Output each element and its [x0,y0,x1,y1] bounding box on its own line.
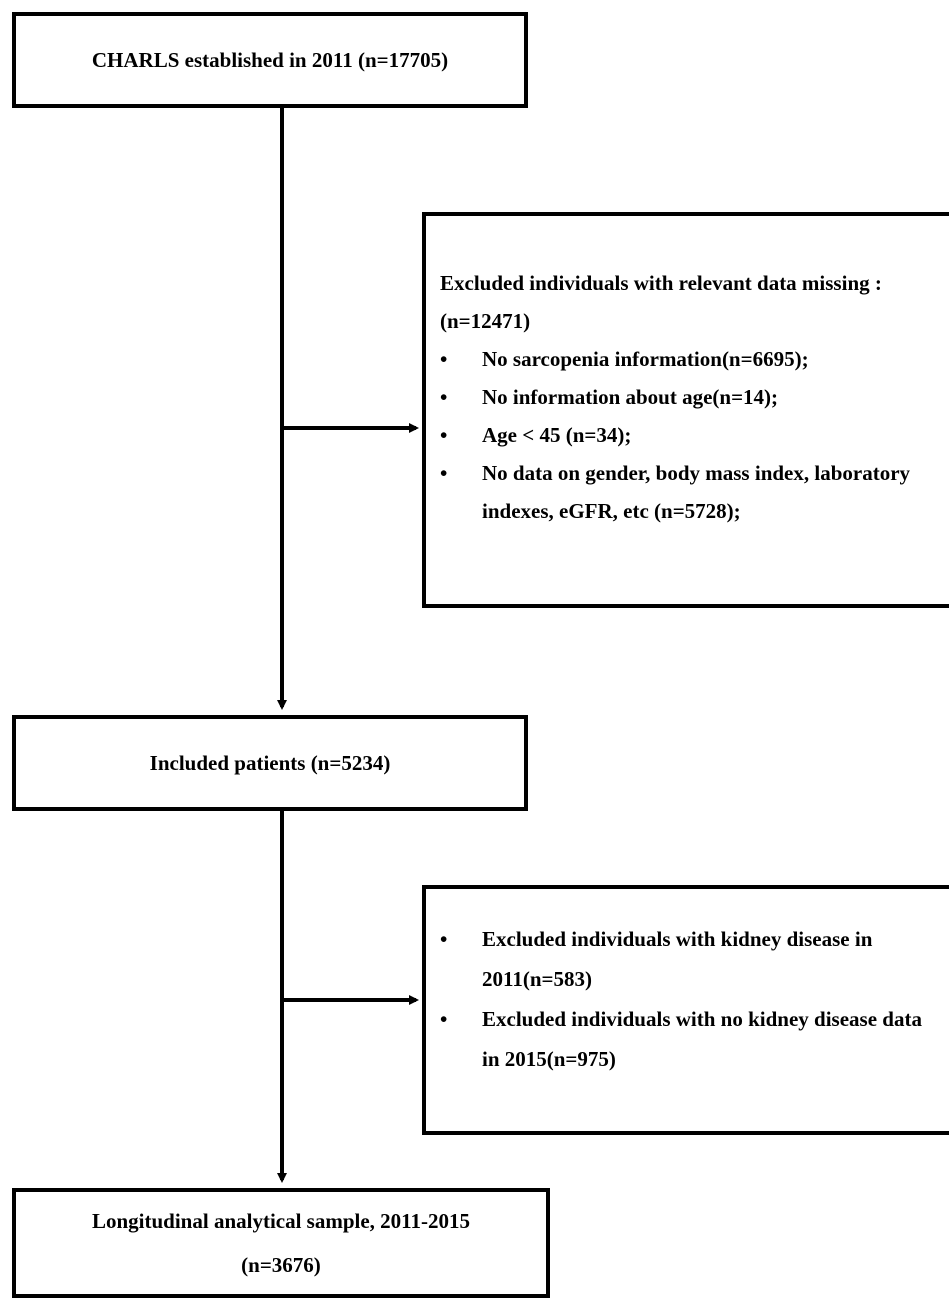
exclusion-box-2-list: • Excluded individuals with kidney diseas… [426,919,932,1079]
start-box: CHARLS established in 2011 (n=17705) [12,12,528,108]
bullet-icon: • [440,423,448,447]
list-item: • No data on gender, body mass index, lab… [426,454,922,530]
included-box-text: Included patients (n=5234) [149,750,391,775]
exclusion-item-text: Age < 45 (n=34); [482,423,632,447]
exclusion-box-1-list: • No sarcopenia information(n=6695); • No … [426,340,922,530]
exclusion-box-1-title: Excluded individuals with relevant data … [440,271,882,333]
bullet-icon: • [440,1007,448,1031]
final-box: Longitudinal analytical sample, 2011-201… [12,1188,550,1298]
final-box-line-2: (n=3676) [241,1253,321,1277]
list-item: • No sarcopenia information(n=6695); [426,340,922,378]
bullet-icon: • [440,347,448,371]
list-item: • Excluded individuals with no kidney dis… [426,999,932,1079]
bullet-icon: • [440,461,448,485]
final-box-line-1: Longitudinal analytical sample, 2011-201… [91,1209,471,1233]
exclusion-item-text: No information about age(n=14); [482,385,779,409]
bullet-icon: • [440,927,448,951]
start-box-text: CHARLS established in 2011 (n=17705) [91,47,449,72]
exclusion-item-text: No data on gender, body mass index, labo… [482,461,911,523]
exclusion-item-text: Excluded individuals with kidney disease… [482,927,873,991]
exclusion-box-2: • Excluded individuals with kidney diseas… [422,885,949,1135]
list-item: • No information about age(n=14); [426,378,922,416]
included-box: Included patients (n=5234) [12,715,528,811]
exclusion-item-text: No sarcopenia information(n=6695); [482,347,809,371]
exclusion-item-text: Excluded individuals with no kidney dise… [482,1007,922,1071]
bullet-icon: • [440,385,448,409]
exclusion-box-1: Excluded individuals with relevant data … [422,212,949,608]
list-item: • Age < 45 (n=34); [426,416,922,454]
list-item: • Excluded individuals with kidney diseas… [426,919,932,999]
